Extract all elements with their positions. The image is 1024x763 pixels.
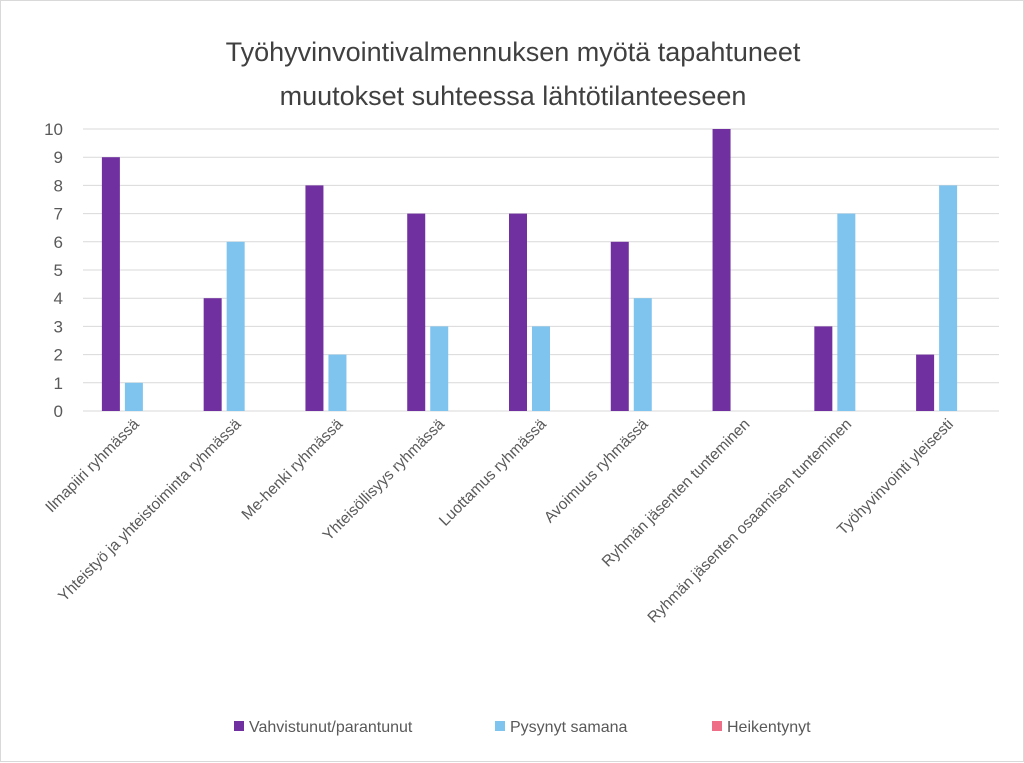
bar-2-8 [837, 213, 856, 411]
y-tick-label: 6 [54, 233, 63, 252]
y-tick-label: 1 [54, 374, 63, 393]
bar-1-8 [814, 326, 833, 411]
y-tick-label: 7 [54, 205, 63, 224]
legend-swatch-2 [495, 721, 505, 731]
legend-label-3: Heikentynyt [727, 719, 811, 736]
bar-1-7 [712, 129, 731, 411]
legend-swatch-1 [234, 721, 244, 731]
bars [101, 129, 958, 411]
y-tick-label: 8 [54, 176, 63, 195]
bar-1-4 [407, 213, 426, 411]
y-tick-label: 2 [54, 346, 63, 365]
x-tick-label: Ilmapiiri ryhmässä [42, 416, 143, 517]
bar-2-5 [532, 326, 550, 411]
x-tick-label: Luottamus ryhmässä [436, 416, 550, 530]
x-tick-label: Avoimuus ryhmässä [541, 416, 652, 527]
y-tick-label: 9 [54, 148, 63, 167]
bar-2-3 [328, 354, 347, 411]
y-tick-label: 3 [54, 317, 63, 336]
y-tick-label: 4 [54, 289, 63, 308]
bar-1-9 [916, 354, 935, 411]
bar-1-6 [610, 241, 629, 411]
bar-2-4 [430, 326, 449, 411]
y-axis: 0 1 2 3 4 5 6 7 8 9 10 [44, 120, 63, 421]
bar-2-1 [124, 382, 143, 411]
legend-swatch-3 [712, 721, 722, 731]
y-tick-label: 0 [54, 402, 63, 421]
x-tick-label: Ryhmän jäsenten osaamisen tunteminen [645, 416, 856, 627]
bar-1-1 [101, 157, 120, 411]
legend-label-2: Pysynyt samana [510, 719, 627, 736]
y-tick-label: 5 [54, 261, 63, 280]
bar-1-5 [509, 213, 527, 411]
y-tick-label: 10 [44, 120, 63, 139]
chart-title-line-2: muutokset suhteessa lähtötilanteeseen [280, 81, 747, 111]
legend-label-1: Vahvistunut/parantunut [249, 719, 413, 736]
x-tick-label: Me-henki ryhmässä [239, 416, 347, 524]
x-tick-label: Työhyvinvointi yleisesti [834, 416, 957, 539]
bar-2-2 [226, 241, 245, 411]
bar-2-6 [633, 298, 652, 411]
legend: Vahvistunut/parantunut Pysynyt samana Heik… [234, 719, 811, 736]
bar-1-2 [203, 298, 222, 411]
x-tick-label: Yhteistyö ja yhteistoiminta ryhmässä [55, 416, 245, 606]
bar-2-9 [939, 185, 958, 411]
bar-1-3 [305, 185, 324, 411]
chart-title-line-1: Työhyvinvointivalmennuksen myötä tapahtu… [226, 37, 801, 67]
